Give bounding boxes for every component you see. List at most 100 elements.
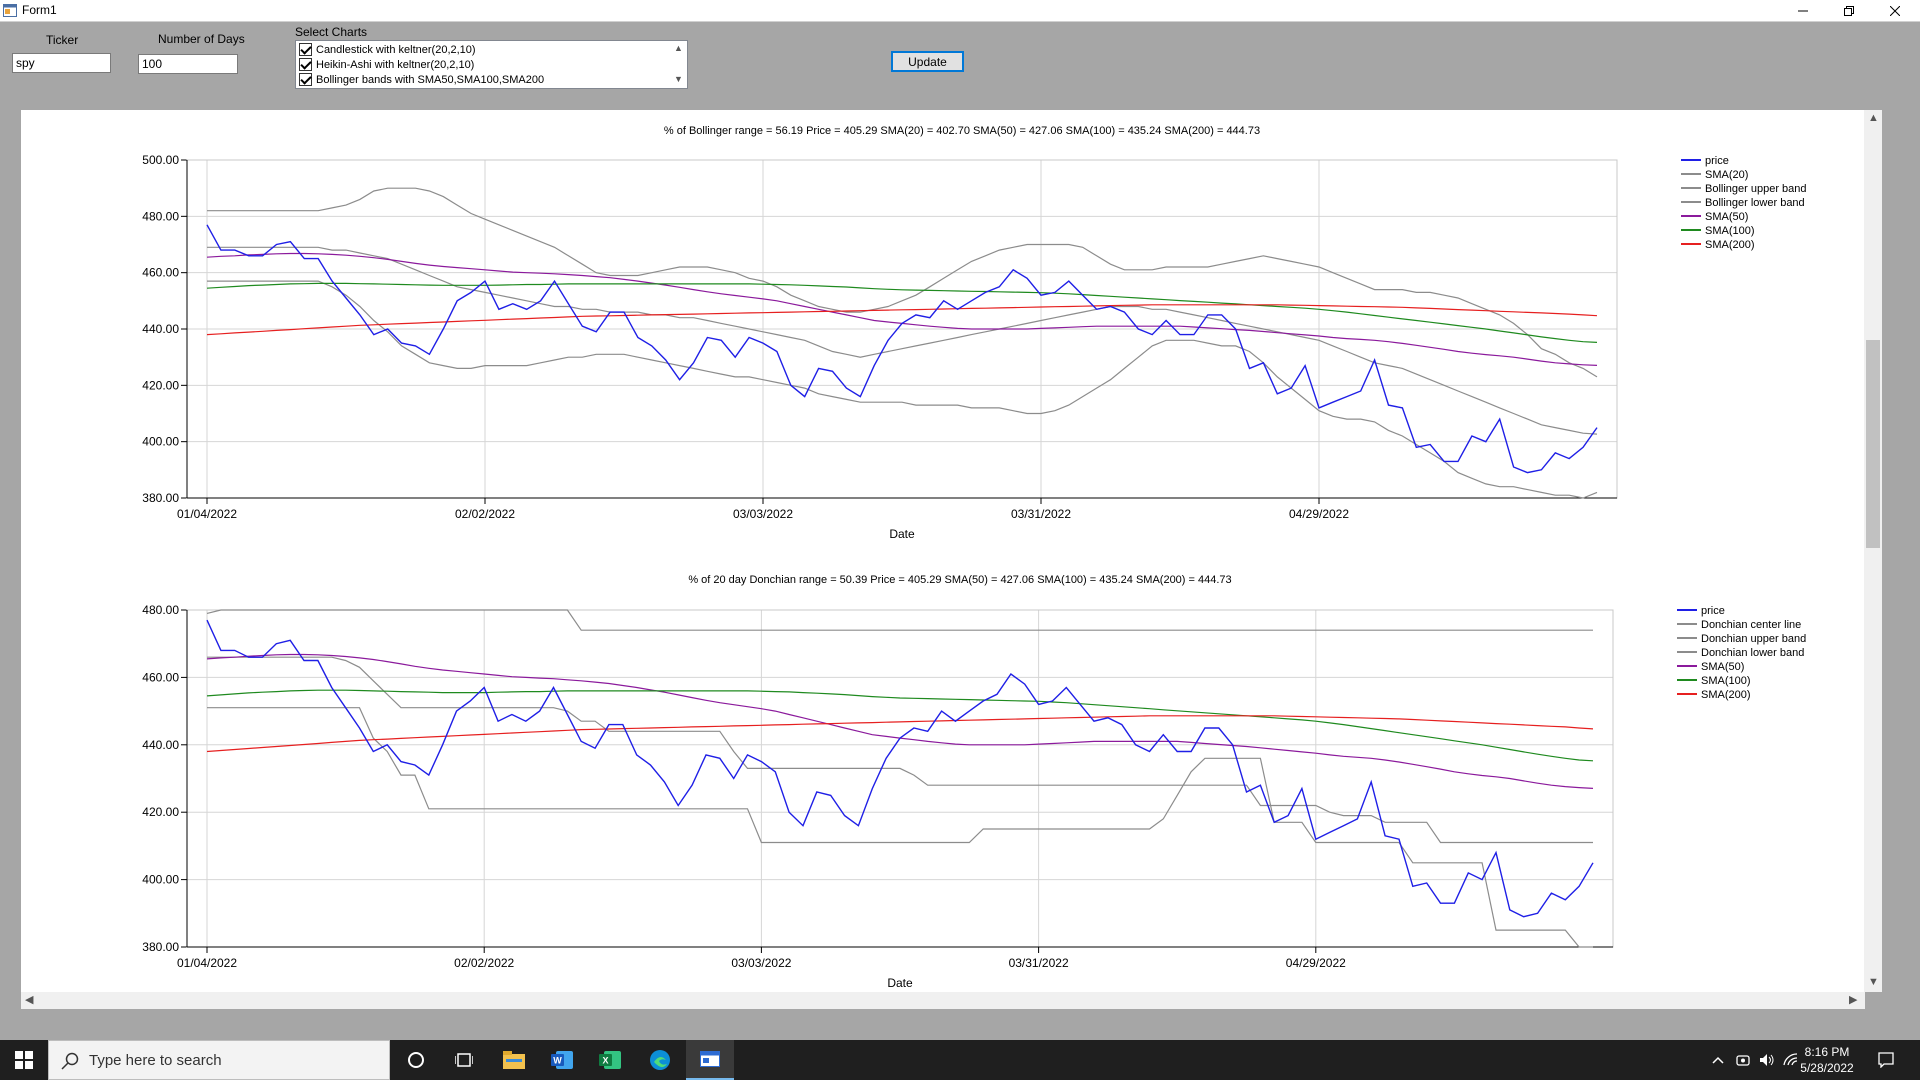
days-input[interactable] bbox=[138, 54, 238, 74]
search-placeholder: Type here to search bbox=[89, 1052, 222, 1069]
series-line-price bbox=[206, 224, 1598, 474]
tray-chevron[interactable] bbox=[1704, 1040, 1732, 1080]
x-tick-label: 04/29/2022 bbox=[1286, 956, 1346, 970]
x-axis-label: Date bbox=[887, 976, 913, 990]
cortana-button[interactable] bbox=[392, 1040, 440, 1080]
checkbox[interactable] bbox=[299, 73, 312, 86]
chart-option-label: Candlestick with keltner(20,2,10) bbox=[316, 43, 476, 56]
x-tick-label: 03/31/2022 bbox=[1009, 956, 1069, 970]
legend-entry: Donchian upper band bbox=[1701, 633, 1806, 645]
legend-entry: SMA(100) bbox=[1705, 225, 1755, 237]
x-tick-label: 01/04/2022 bbox=[177, 956, 237, 970]
scrollbar-thumb[interactable] bbox=[1866, 340, 1880, 548]
y-tick-label: 500.00 bbox=[142, 153, 179, 167]
charts-canvas: % of Bollinger range = 56.19 Price = 405… bbox=[142, 125, 1807, 990]
clock-time: 8:16 PM bbox=[1804, 1045, 1850, 1059]
legend-entry: price bbox=[1705, 155, 1729, 167]
file-explorer-button[interactable] bbox=[490, 1040, 538, 1080]
series-line-sma-100- bbox=[206, 689, 1594, 762]
legend-entry: SMA(100) bbox=[1701, 675, 1751, 687]
restore-icon bbox=[1844, 6, 1854, 16]
scroll-down-icon[interactable]: ▼ bbox=[674, 74, 683, 84]
scroll-up-icon[interactable]: ▲ bbox=[674, 43, 683, 53]
x-tick-label: 01/04/2022 bbox=[177, 507, 237, 521]
task-view-button[interactable] bbox=[440, 1040, 488, 1080]
chart-select-listbox[interactable]: Candlestick with keltner(20,2,10) Heikin… bbox=[295, 40, 688, 89]
word-icon: W bbox=[551, 1051, 573, 1069]
checkbox[interactable] bbox=[299, 58, 312, 71]
notification-icon bbox=[1878, 1052, 1894, 1068]
start-button[interactable] bbox=[0, 1040, 48, 1080]
scroll-down-icon[interactable]: ▼ bbox=[1868, 976, 1879, 988]
webcam-icon bbox=[1736, 1055, 1750, 1066]
minimize-button[interactable] bbox=[1780, 0, 1826, 22]
chart-option[interactable]: Bollinger bands with SMA50,SMA100,SMA200 bbox=[299, 72, 544, 87]
legend-entry: SMA(200) bbox=[1701, 689, 1751, 701]
y-tick-label: 380.00 bbox=[142, 491, 179, 505]
legend-entry: SMA(20) bbox=[1705, 169, 1748, 181]
edge-button[interactable] bbox=[636, 1040, 684, 1080]
y-tick-label: 460.00 bbox=[142, 670, 179, 684]
y-tick-label: 380.00 bbox=[142, 940, 179, 954]
series-line-bollinger-upper-band bbox=[207, 187, 1598, 378]
x-tick-label: 03/31/2022 bbox=[1011, 507, 1071, 521]
x-tick-label: 03/03/2022 bbox=[733, 507, 793, 521]
y-tick-label: 480.00 bbox=[142, 603, 179, 617]
close-button[interactable] bbox=[1872, 0, 1918, 22]
chart-option[interactable]: Candlestick with keltner(20,2,10) bbox=[299, 42, 476, 57]
restore-button[interactable] bbox=[1826, 0, 1872, 22]
x-tick-label: 04/29/2022 bbox=[1289, 507, 1349, 521]
legend-entry: price bbox=[1701, 605, 1725, 617]
ticker-label: Ticker bbox=[46, 33, 79, 47]
word-button[interactable]: W bbox=[538, 1040, 586, 1080]
chart-option-label: Heikin-Ashi with keltner(20,2,10) bbox=[316, 58, 475, 71]
y-tick-label: 400.00 bbox=[142, 435, 179, 449]
excel-button[interactable]: X bbox=[586, 1040, 634, 1080]
legend-entry: SMA(200) bbox=[1705, 239, 1755, 251]
scroll-up-icon[interactable]: ▲ bbox=[1868, 112, 1879, 124]
task-view-icon bbox=[455, 1053, 473, 1067]
clock-date: 5/28/2022 bbox=[1800, 1061, 1854, 1075]
series-line-bollinger-lower-band bbox=[207, 280, 1598, 499]
y-tick-label: 420.00 bbox=[142, 378, 179, 392]
close-icon bbox=[1890, 6, 1900, 16]
chart-title: % of Bollinger range = 56.19 Price = 405… bbox=[664, 125, 1260, 137]
series-line-donchian-lower-band bbox=[207, 707, 1593, 948]
plot-area bbox=[186, 609, 1614, 948]
notifications-button[interactable] bbox=[1866, 1040, 1906, 1080]
tray-clock[interactable]: 8:16 PM 5/28/2022 bbox=[1792, 1044, 1862, 1076]
form-app-icon bbox=[700, 1051, 720, 1067]
y-tick-label: 480.00 bbox=[142, 209, 179, 223]
legend-entry: Bollinger upper band bbox=[1705, 183, 1807, 195]
horizontal-scrollbar[interactable]: ◀ ▶ bbox=[21, 992, 1865, 1009]
chart-option-label: Bollinger bands with SMA50,SMA100,SMA200 bbox=[316, 73, 545, 86]
form-app-taskbar-button[interactable] bbox=[686, 1040, 734, 1080]
excel-icon: X bbox=[599, 1051, 621, 1069]
scroll-left-icon[interactable]: ◀ bbox=[25, 994, 34, 1006]
y-tick-label: 420.00 bbox=[142, 805, 179, 819]
vertical-scrollbar[interactable]: ▲ ▼ bbox=[1864, 110, 1882, 992]
series-line-sma-200- bbox=[206, 304, 1598, 336]
title-bar: Form1 bbox=[0, 0, 1920, 22]
series-line-sma-20- bbox=[207, 246, 1598, 435]
tray-meet-now[interactable] bbox=[1730, 1040, 1756, 1080]
y-tick-label: 460.00 bbox=[142, 266, 179, 280]
taskbar-search[interactable]: Type here to search bbox=[48, 1040, 390, 1080]
file-explorer-icon bbox=[503, 1051, 525, 1069]
edge-icon bbox=[650, 1050, 670, 1070]
chevron-up-icon bbox=[1712, 1056, 1724, 1064]
days-label: Number of Days bbox=[158, 32, 245, 46]
update-button[interactable]: Update bbox=[891, 51, 964, 72]
series-line-donchian-center-line bbox=[207, 656, 1593, 844]
scroll-right-icon[interactable]: ▶ bbox=[1849, 994, 1858, 1006]
legend-entry: Donchian lower band bbox=[1701, 647, 1804, 659]
minimize-icon bbox=[1798, 10, 1808, 12]
tray-volume[interactable] bbox=[1754, 1040, 1780, 1080]
legend-entry: Bollinger lower band bbox=[1705, 197, 1805, 209]
chart-option[interactable]: Heikin-Ashi with keltner(20,2,10) bbox=[299, 57, 474, 72]
listbox-scrollbar[interactable]: ▲ ▼ bbox=[670, 41, 687, 88]
series-line-sma-100- bbox=[206, 282, 1598, 343]
tray-network[interactable] bbox=[1778, 1040, 1804, 1080]
ticker-input[interactable] bbox=[12, 53, 111, 73]
checkbox[interactable] bbox=[299, 43, 312, 56]
